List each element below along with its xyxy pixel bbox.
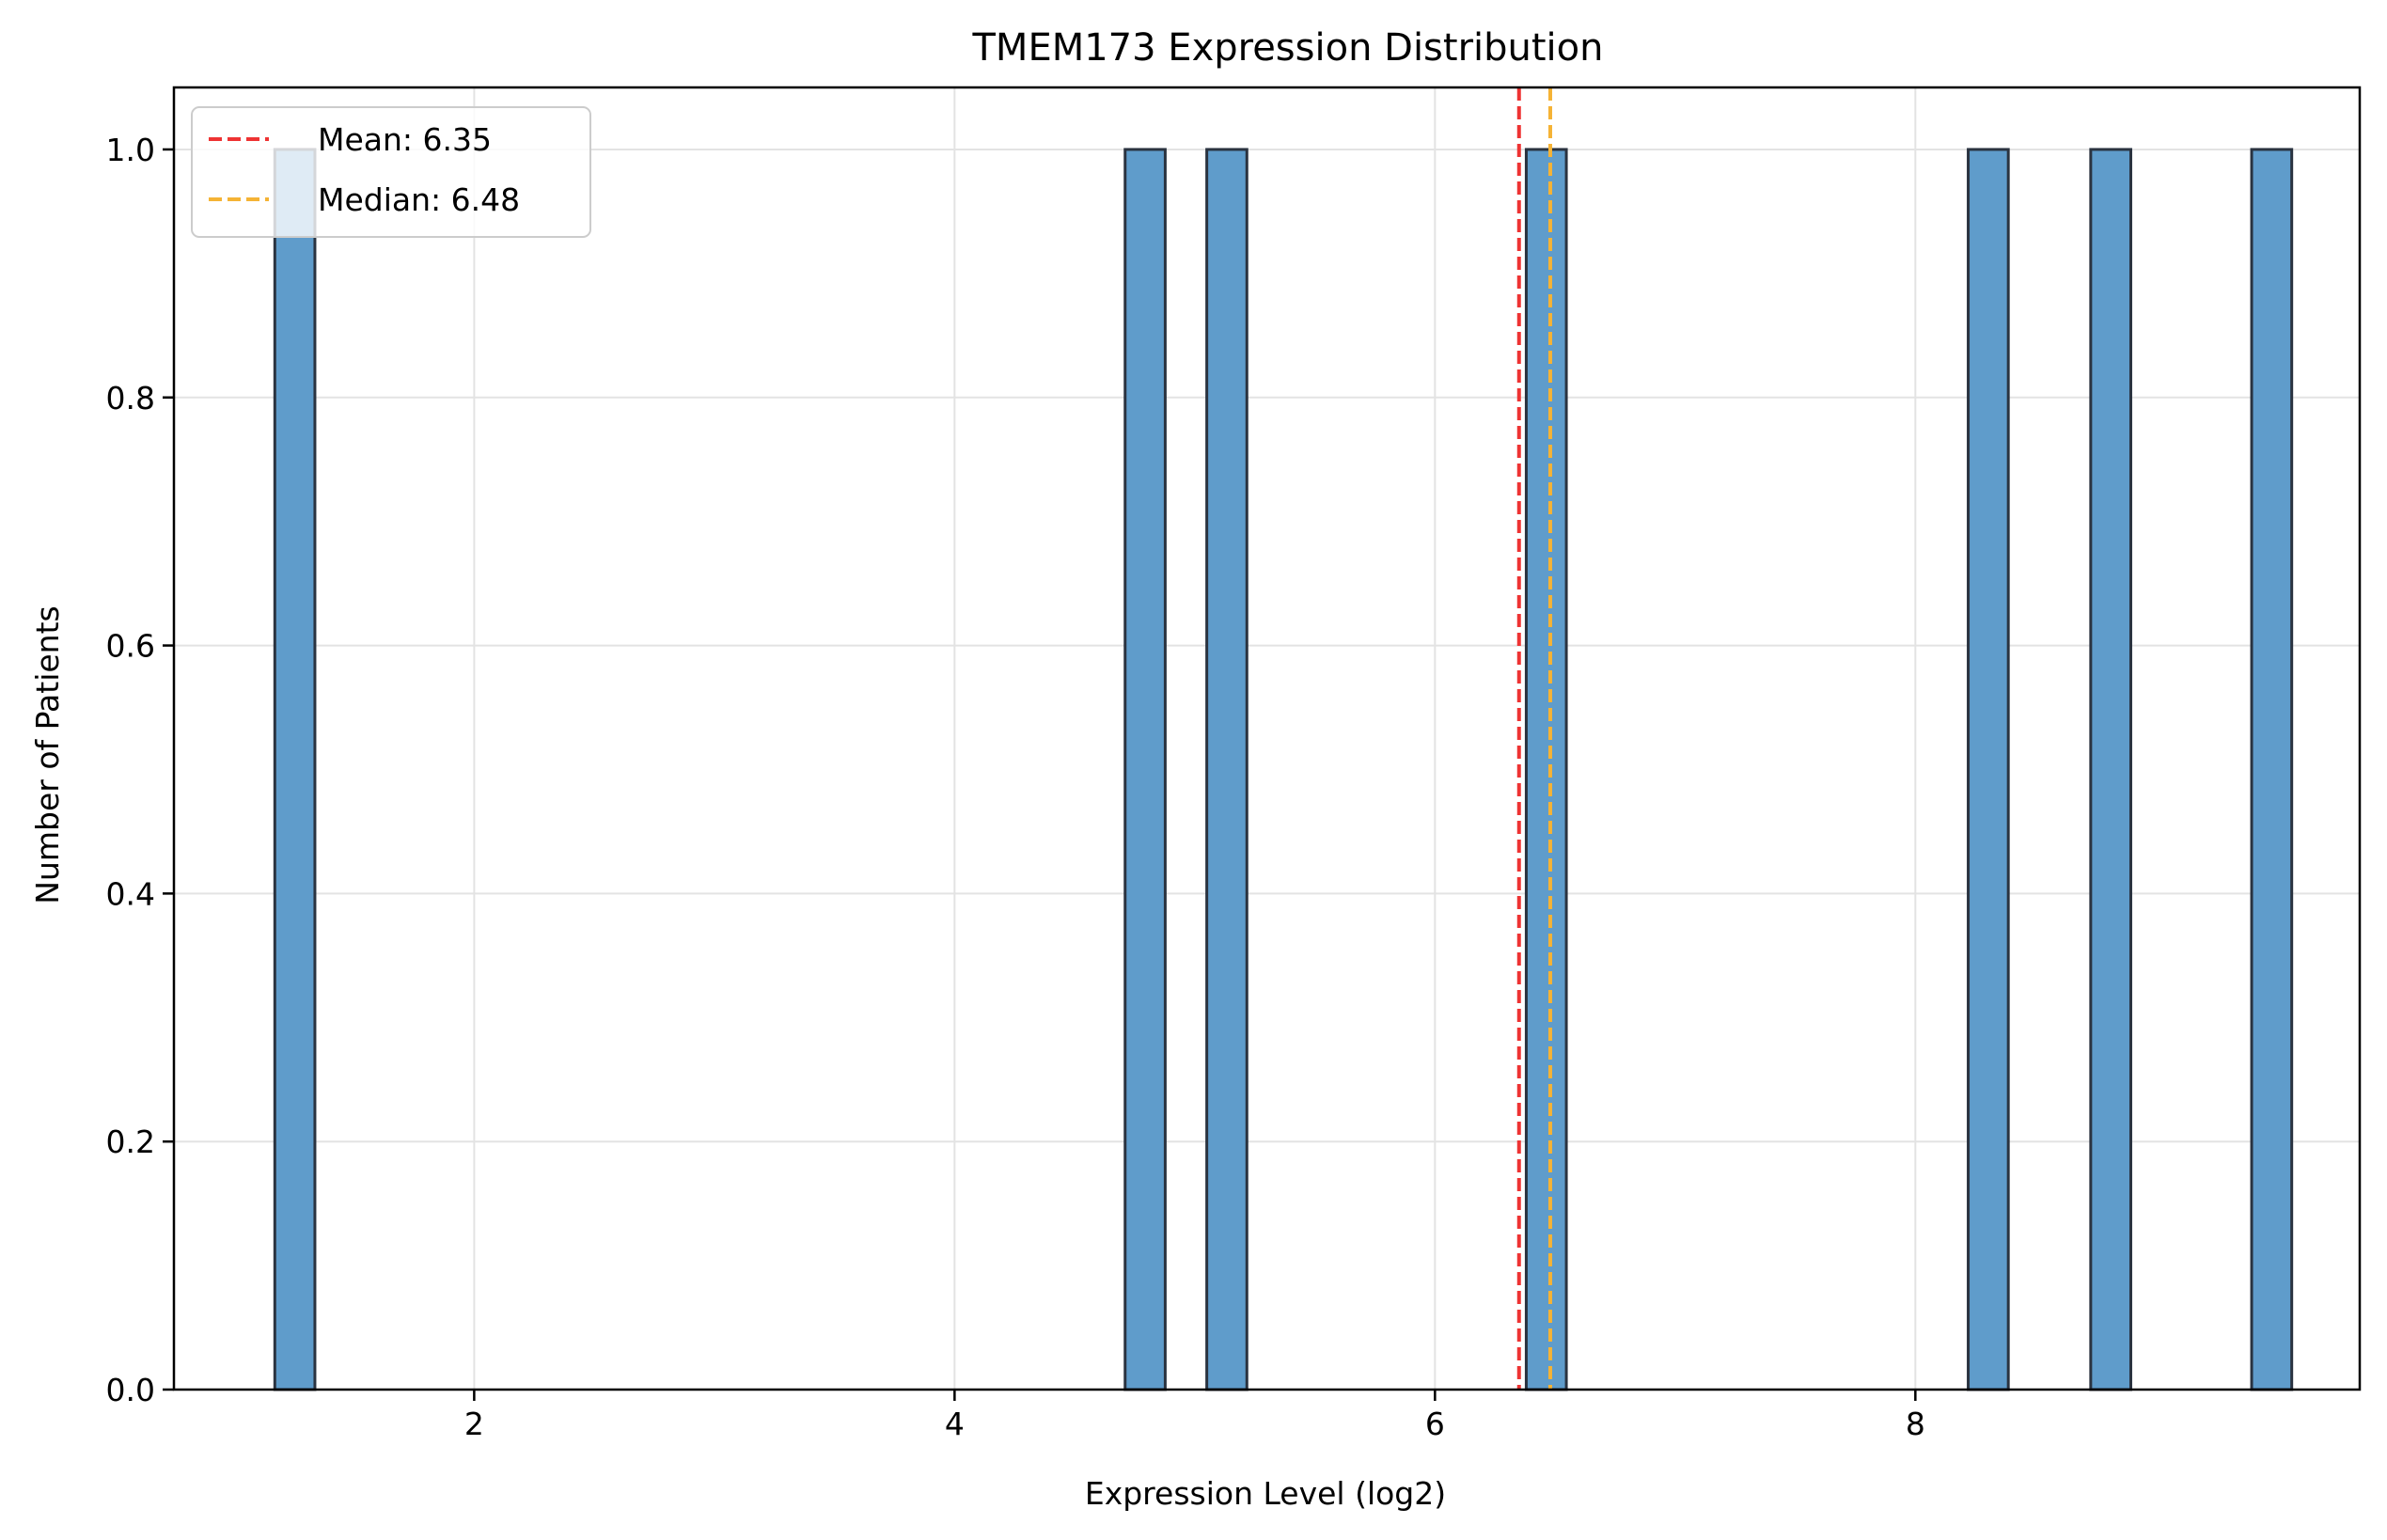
x-axis-ticks: 2 4 6 8 bbox=[464, 1390, 1925, 1442]
legend: Mean: 6.35 Median: 6.48 bbox=[191, 106, 591, 238]
x-tick-label-0: 2 bbox=[464, 1406, 484, 1442]
x-tick-label-1: 4 bbox=[945, 1406, 965, 1442]
histogram-bar-1 bbox=[1123, 148, 1167, 1391]
histogram-bar-6 bbox=[2250, 148, 2294, 1391]
y-tick-label-5: 1.0 bbox=[106, 132, 155, 168]
y-tick-label-2: 0.4 bbox=[106, 875, 155, 912]
x-tick-label-2: 6 bbox=[1425, 1406, 1445, 1442]
histogram-bar-3 bbox=[1524, 148, 1568, 1391]
histogram-bar-0 bbox=[273, 148, 317, 1391]
histogram-bar-2 bbox=[1205, 148, 1248, 1391]
plot-area-frame bbox=[172, 86, 2362, 1391]
legend-label-median: Median: 6.48 bbox=[318, 181, 520, 218]
x-tick-label-3: 8 bbox=[1906, 1406, 1925, 1442]
legend-label-mean: Mean: 6.35 bbox=[318, 121, 492, 158]
histogram-bars bbox=[273, 148, 2294, 1391]
histogram-bar-4 bbox=[1967, 148, 2010, 1391]
y-tick-label-4: 0.8 bbox=[106, 380, 155, 416]
y-tick-label-3: 0.6 bbox=[106, 628, 155, 665]
y-tick-label-0: 0.0 bbox=[106, 1372, 155, 1408]
histogram-bar-5 bbox=[2089, 148, 2132, 1391]
y-axis-label: Number of Patients bbox=[29, 605, 66, 904]
legend-box bbox=[191, 106, 591, 238]
chart-title: TMEM173 Expression Distribution bbox=[972, 26, 1604, 70]
x-axis-label: Expression Level (log2) bbox=[1085, 1475, 1446, 1512]
reference-lines bbox=[1516, 87, 1552, 1390]
y-axis-ticks: 0.0 0.2 0.4 0.6 0.8 1.0 bbox=[106, 132, 174, 1408]
y-tick-label-1: 0.2 bbox=[106, 1124, 155, 1160]
